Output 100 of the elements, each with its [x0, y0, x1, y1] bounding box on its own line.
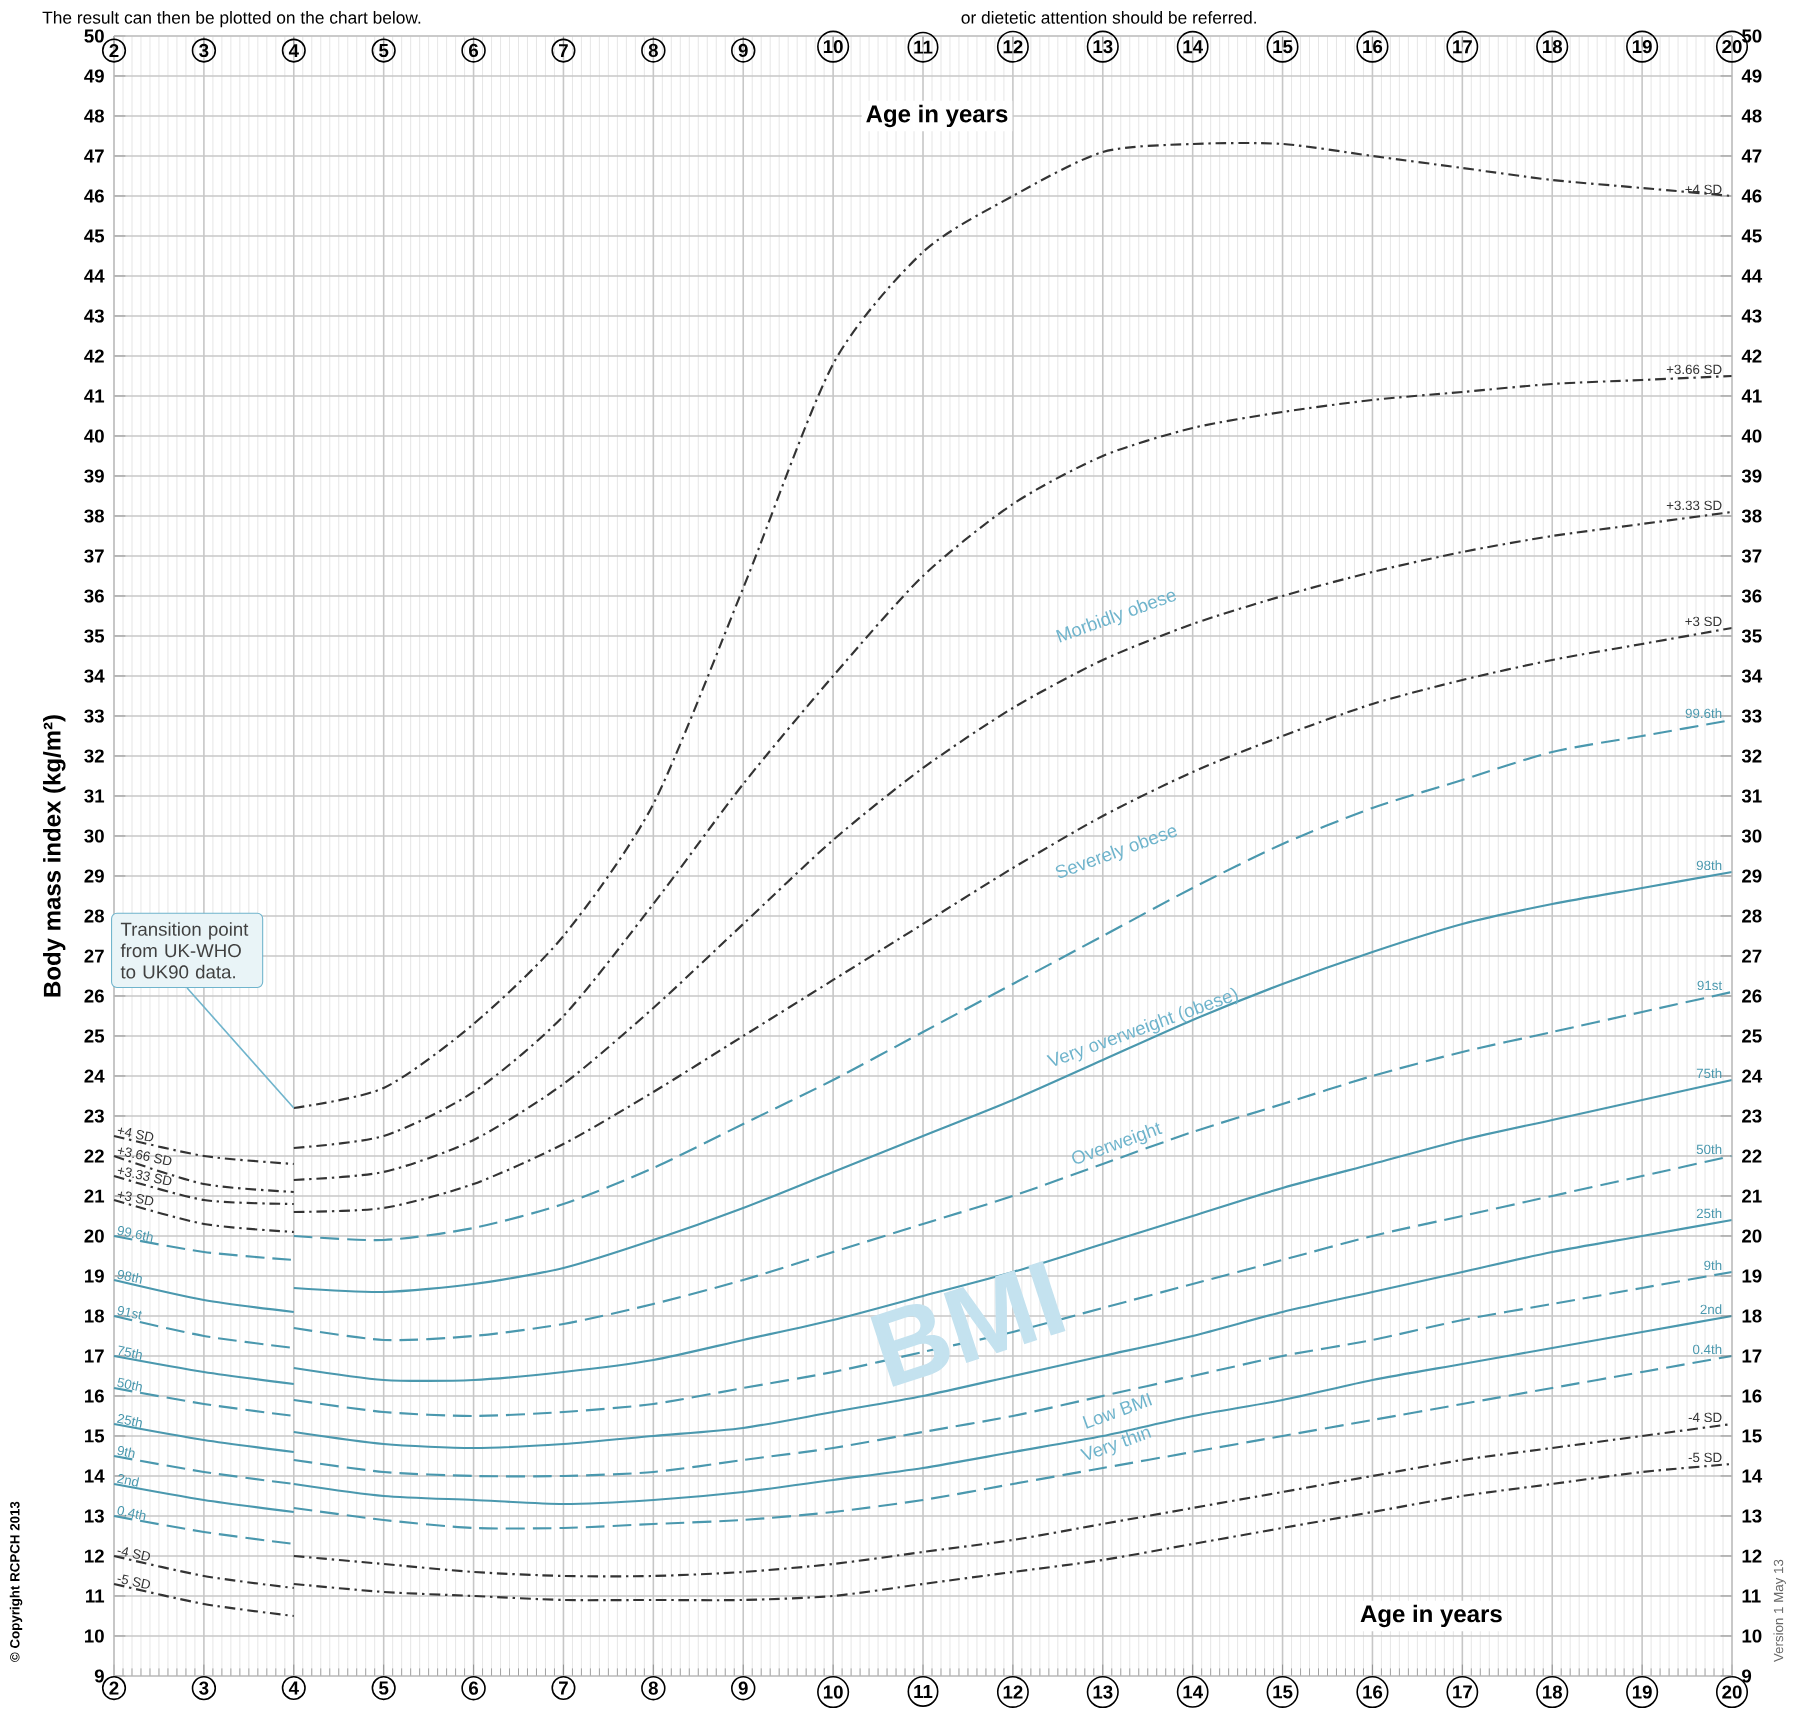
x-tick-label: 4 — [288, 1681, 299, 1695]
y2-tick-label: 46 — [1741, 189, 1762, 203]
y2-tick-label: 21 — [1742, 1189, 1762, 1203]
annotation: Transition point from UK-WHO to UK90 data. — [120, 922, 249, 979]
x-tick-label: 8 — [648, 1681, 658, 1695]
y-tick-label: 23 — [84, 1109, 104, 1123]
x2-tick-label: 11 — [914, 40, 933, 54]
y-tick-label: 25 — [84, 1029, 105, 1043]
x-tick-label: 3 — [199, 1681, 209, 1695]
y-tick-label: 36 — [84, 589, 104, 603]
y2-tick-label: 37 — [1741, 549, 1762, 563]
y2-tick-label: 14 — [1742, 1469, 1763, 1483]
x2-tick-label: 19 — [1632, 40, 1652, 54]
annotation: Age in years — [1360, 1604, 1502, 1628]
y-tick-label: 47 — [84, 149, 104, 163]
x2-tick-label: 5 — [379, 44, 389, 58]
y-tick-label: 34 — [84, 669, 105, 683]
x2-tick-label: 20 — [1722, 40, 1742, 54]
y-tick-label: 18 — [85, 1309, 104, 1323]
y-tick-label: 20 — [84, 1229, 104, 1243]
y2-tick-label: 35 — [1741, 629, 1762, 643]
y-tick-label: 32 — [84, 749, 104, 763]
y-tick-label: 33 — [84, 709, 104, 723]
x2-tick-label: 17 — [1453, 40, 1472, 54]
y-tick-label: 21 — [84, 1189, 105, 1203]
x-tick-label: 16 — [1363, 1685, 1383, 1699]
y2-tick-label: 49 — [1741, 69, 1762, 83]
y2-tick-label: 11 — [1742, 1589, 1761, 1603]
y-tick-label: 48 — [84, 109, 104, 123]
y-tick-label: 13 — [85, 1509, 104, 1523]
y2-tick-label: 26 — [1742, 989, 1762, 1003]
y2-tick-label: 13 — [1742, 1509, 1762, 1523]
x2-tick-label: 8 — [648, 43, 658, 58]
y-tick-label: 41 — [84, 389, 105, 403]
y2-tick-label: 10 — [1742, 1629, 1762, 1643]
y-tick-label: 9 — [94, 1669, 104, 1683]
x2-tick-label: 6 — [469, 43, 479, 58]
y-tick-label: 28 — [84, 909, 104, 923]
y2-tick-label: 31 — [1741, 789, 1762, 803]
y-tick-label: 17 — [85, 1349, 104, 1363]
y-tick-label: 12 — [85, 1549, 104, 1563]
y2-tick-label: 9 — [1742, 1669, 1752, 1683]
y-tick-label: 31 — [84, 789, 105, 803]
y2-tick-label: 44 — [1741, 269, 1763, 283]
y-tick-label: 37 — [84, 549, 104, 563]
x-tick-label: 7 — [559, 1681, 568, 1695]
y2-tick-label: 22 — [1742, 1149, 1762, 1163]
x2-tick-label: 15 — [1273, 40, 1293, 54]
y-tick-label: 19 — [85, 1269, 104, 1283]
y-tick-label: 27 — [84, 949, 104, 963]
y2-tick-label: 50 — [1742, 29, 1762, 43]
y2-tick-label: 24 — [1742, 1069, 1763, 1083]
x-tick-label: 15 — [1273, 1685, 1293, 1699]
annotation: Very thin — [1079, 1428, 1152, 1460]
x-tick-label: 19 — [1632, 1685, 1652, 1699]
x2-tick-label: 2 — [109, 44, 119, 58]
y2-tick-label: 19 — [1742, 1269, 1762, 1283]
y2-tick-label: 38 — [1741, 509, 1762, 523]
x-tick-label: 14 — [1183, 1685, 1203, 1699]
x2-tick-label: 16 — [1363, 40, 1383, 54]
x2-tick-label: 13 — [1093, 39, 1113, 54]
y-tick-label: 26 — [84, 989, 104, 1003]
x-tick-label: 18 — [1543, 1685, 1563, 1699]
y-tick-label: 42 — [84, 349, 104, 363]
text: The result can then be plotted on the chart below. — [42, 11, 421, 28]
y-tick-label: 49 — [84, 69, 104, 83]
y-tick-label: 38 — [84, 509, 104, 523]
y-tick-label: 50 — [84, 29, 104, 43]
y2-tick-label: 30 — [1741, 829, 1762, 843]
y2-tick-label: 47 — [1741, 149, 1762, 163]
annotation: BMI — [870, 1261, 1066, 1387]
x-tick-label: 11 — [914, 1685, 933, 1698]
y2-tick-label: 39 — [1741, 469, 1762, 483]
y2-tick-label: 40 — [1741, 429, 1762, 443]
y-tick-label: 35 — [84, 629, 105, 643]
x-tick-label: 6 — [469, 1681, 479, 1695]
y2-tick-label: 15 — [1742, 1429, 1762, 1443]
y2-tick-label: 48 — [1741, 109, 1762, 123]
x2-tick-label: 10 — [823, 40, 843, 54]
y2-tick-label: 25 — [1742, 1029, 1762, 1043]
x2-tick-label: 14 — [1183, 40, 1203, 54]
x2-tick-label: 18 — [1543, 40, 1563, 54]
x-tick-label: 13 — [1093, 1685, 1113, 1699]
y2-tick-label: 43 — [1741, 309, 1762, 323]
y2-tick-label: 23 — [1742, 1109, 1762, 1123]
x-tick-label: 10 — [823, 1685, 843, 1699]
y2-tick-label: 20 — [1742, 1229, 1762, 1243]
y2-tick-label: 28 — [1742, 909, 1762, 923]
x-tick-label: 2 — [109, 1681, 119, 1695]
x-tick-label: 17 — [1453, 1685, 1472, 1699]
x2-tick-label: 3 — [199, 43, 209, 58]
x-tick-label: 5 — [379, 1681, 389, 1695]
y-tick-label: 39 — [84, 469, 104, 483]
y2-tick-label: 42 — [1741, 349, 1762, 363]
y2-tick-label: 34 — [1741, 669, 1763, 683]
x-tick-label: 20 — [1722, 1685, 1742, 1699]
x2-tick-label: 9 — [738, 43, 748, 58]
y2-tick-label: 36 — [1741, 589, 1762, 603]
y-tick-label: 40 — [84, 429, 104, 443]
y-tick-label: 46 — [84, 189, 104, 203]
